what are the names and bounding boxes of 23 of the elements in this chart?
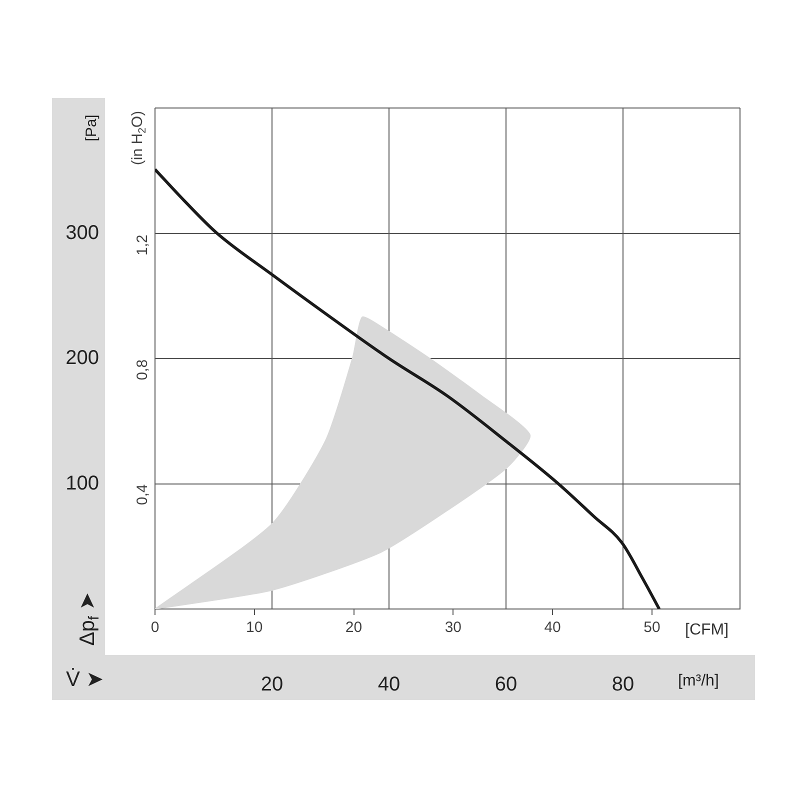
y2-axis-title: (in H2O) (129, 110, 148, 166)
y2-tick-label: 0,8 (134, 359, 152, 380)
x-tick-label: 20 (260, 674, 284, 696)
x2-axis-title: [CFM] (685, 621, 729, 638)
x-tick-label: 40 (378, 674, 400, 696)
y-tick-label: 200 (66, 347, 99, 370)
y2-tick-label: 1,2 (134, 234, 152, 256)
text: V̇ ➤ (66, 668, 104, 691)
x-tick-label: 60 (494, 674, 518, 696)
y2-tick-label: 0,4 (134, 484, 152, 506)
x2-tick-label: 40 (544, 619, 561, 636)
y-tick-label: 100 (66, 472, 99, 494)
y-tick-label: 300 (66, 222, 99, 244)
line-series (155, 168, 661, 609)
x2-tick-label: 30 (444, 619, 462, 636)
x-tick-label: 80 (612, 674, 634, 696)
x2-tick-label: 20 (345, 619, 362, 636)
text: Δpf ➤ (76, 592, 102, 646)
x2-tick-label: 0 (150, 619, 160, 636)
x2-tick-label: 10 (246, 619, 263, 636)
y-axis-title: [Pa] (83, 114, 100, 142)
x-axis-title: [m³/h] (678, 672, 719, 690)
x2-tick-label: 50 (644, 619, 660, 636)
